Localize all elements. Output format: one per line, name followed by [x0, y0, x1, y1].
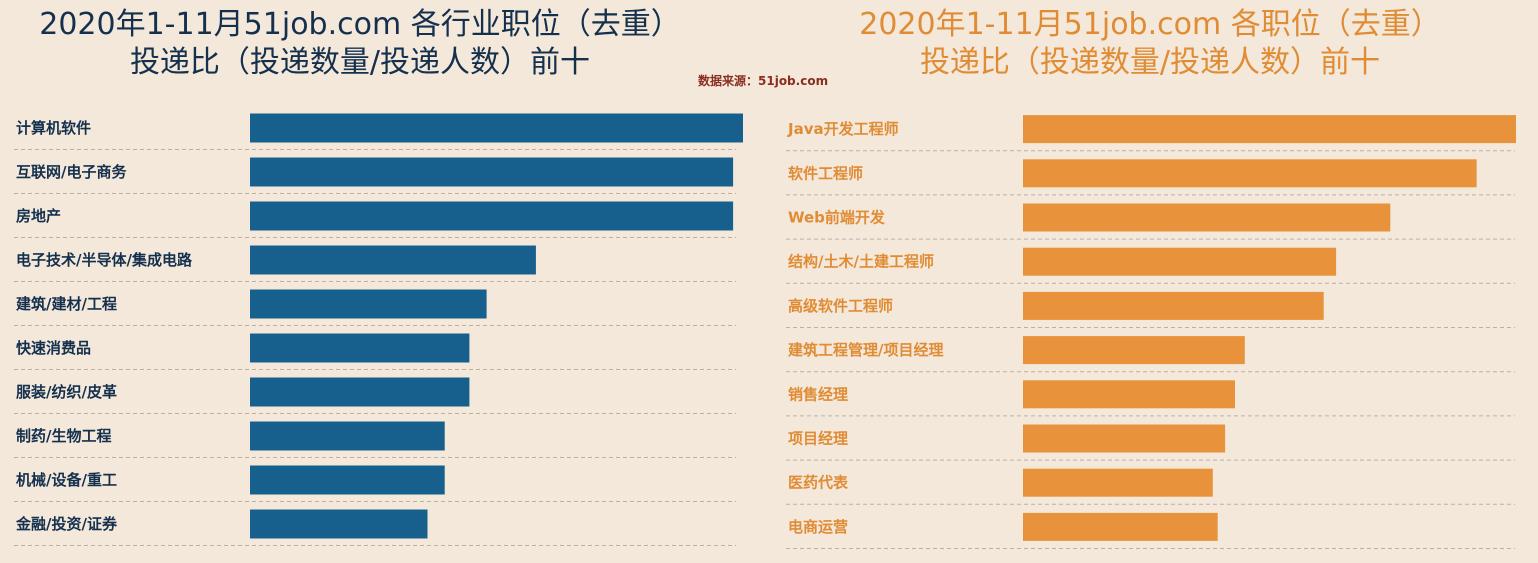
- position-category-label: 销售经理: [788, 385, 848, 403]
- left-title-line-1: 2020年1-11月51job.com 各行业职位（去重）: [39, 7, 681, 42]
- industry-bar: [250, 465, 445, 495]
- industry-category-label: 机械/设备/重工: [16, 471, 117, 489]
- data-source-note: 数据来源：51job.com: [698, 74, 829, 88]
- position-category-label: Web前端开发: [788, 209, 886, 227]
- industry-category-label: 制药/生物工程: [16, 427, 111, 445]
- industry-category-label: 建筑/建材/工程: [16, 295, 117, 313]
- industry-bar-chart: 计算机软件互联网/电子商务房地产电子技术/半导体/集成电路建筑/建材/工程快速消…: [14, 113, 743, 546]
- industry-category-label: 快速消费品: [16, 339, 91, 357]
- industry-category-label: 计算机软件: [16, 119, 91, 137]
- position-category-label: 高级软件工程师: [788, 297, 893, 315]
- right-chart-title: 2020年1-11月51job.com 各职位（去重） 投递比（投递数量/投递人…: [770, 6, 1530, 82]
- position-bar: [1023, 115, 1516, 144]
- industry-bar: [250, 509, 428, 539]
- position-category-label: 软件工程师: [788, 164, 863, 182]
- industry-bar: [250, 377, 470, 407]
- industry-category-label: 互联网/电子商务: [16, 163, 127, 181]
- position-bar: [1023, 468, 1213, 497]
- industry-bar: [250, 245, 536, 275]
- industry-category-label: 房地产: [16, 207, 61, 225]
- position-category-label: 结构/土木/土建工程师: [788, 253, 934, 271]
- right-title-line-1: 2020年1-11月51job.com 各职位（去重）: [859, 7, 1441, 42]
- right-title-line-2: 投递比（投递数量/投递人数）前十: [919, 45, 1381, 80]
- industry-category-label: 服装/纺织/皮革: [16, 383, 117, 401]
- position-category-label: Java开发工程师: [787, 120, 899, 138]
- industry-bar: [250, 333, 470, 363]
- industry-bar: [250, 113, 743, 143]
- position-bar: [1023, 247, 1337, 276]
- position-bar: [1023, 424, 1226, 453]
- industry-bar: [250, 157, 734, 187]
- position-bar: [1023, 512, 1218, 541]
- industry-category-label: 电子技术/半导体/集成电路: [16, 251, 193, 269]
- position-bar: [1023, 203, 1391, 232]
- position-bar: [1023, 380, 1235, 409]
- position-category-label: 项目经理: [788, 430, 848, 448]
- position-category-label: 医药代表: [788, 474, 849, 492]
- industry-bar: [250, 421, 445, 451]
- left-title-line-2: 投递比（投递数量/投递人数）前十: [129, 45, 591, 80]
- position-bar: [1023, 336, 1245, 365]
- left-chart-title: 2020年1-11月51job.com 各行业职位（去重） 投递比（投递数量/投…: [0, 6, 720, 82]
- industry-bar: [250, 201, 734, 231]
- industry-bar: [250, 289, 487, 319]
- position-category-label: 建筑工程管理/项目经理: [788, 341, 943, 359]
- position-bar: [1023, 159, 1477, 188]
- industry-category-label: 金融/投资/证券: [15, 515, 118, 533]
- position-category-label: 电商运营: [788, 518, 848, 536]
- position-bar: [1023, 291, 1324, 320]
